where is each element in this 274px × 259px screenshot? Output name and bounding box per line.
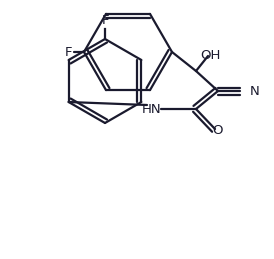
Text: F: F <box>101 14 109 27</box>
Text: OH: OH <box>200 49 220 62</box>
Text: F: F <box>64 46 72 59</box>
Text: O: O <box>212 124 222 137</box>
Text: N: N <box>250 84 260 97</box>
Text: HN: HN <box>142 103 162 116</box>
